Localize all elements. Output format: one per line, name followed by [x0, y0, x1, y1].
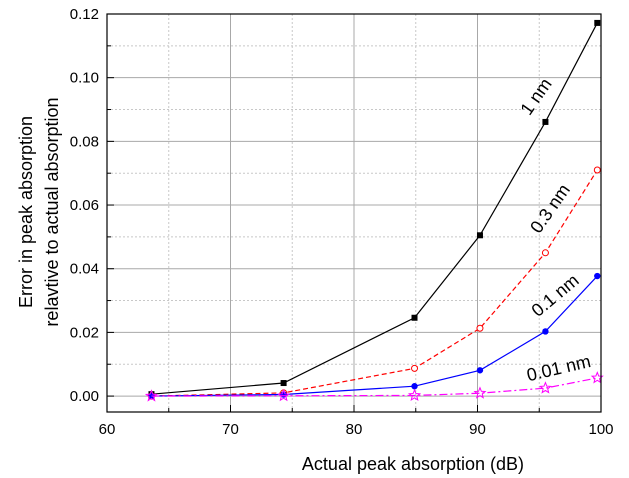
y-axis-label-line-1: Error in peak absorption — [16, 116, 36, 308]
data-point — [144, 389, 158, 402]
x-tick-label: 80 — [346, 421, 363, 438]
data-point — [407, 388, 422, 401]
data-point — [473, 386, 487, 399]
data-point — [476, 367, 484, 374]
x-axis-label: Actual peak absorption (dB) — [302, 454, 524, 474]
data-point — [541, 249, 549, 257]
data-point — [594, 19, 601, 26]
data-point — [593, 166, 601, 174]
series-line — [151, 377, 598, 397]
data-point — [594, 272, 601, 280]
y-tick-label: 0.06 — [70, 197, 99, 214]
series-group — [144, 19, 604, 402]
x-tick-label: 100 — [588, 421, 613, 438]
x-tick-label: 90 — [469, 421, 486, 438]
y-tick-label: 0.12 — [70, 6, 99, 23]
series-label-1nm: 1 nm — [516, 74, 555, 118]
grid-lines — [107, 14, 601, 412]
y-tick-label: 0.08 — [70, 133, 99, 150]
series-line — [151, 275, 598, 397]
x-tick-label: 60 — [99, 421, 116, 438]
data-point — [542, 118, 549, 125]
series-line — [151, 169, 598, 397]
data-point — [476, 232, 483, 239]
series-1-nm — [148, 19, 601, 398]
y-tick-label: 0.00 — [70, 388, 99, 405]
data-point — [538, 381, 552, 394]
series-label-0p1nm: 0.1 nm — [528, 270, 583, 321]
y-tick-label: 0.10 — [70, 70, 99, 87]
y-axis-label-line-2: relavtive to actual absorption — [42, 97, 62, 326]
data-point — [542, 328, 549, 335]
series-line — [151, 22, 598, 395]
series-label-0p3nm: 0.3 nm — [526, 180, 574, 237]
data-point — [280, 380, 287, 387]
data-point — [411, 314, 418, 321]
y-tick-label: 0.04 — [70, 261, 99, 278]
series-label-0p01nm: 0.01 nm — [525, 351, 593, 385]
y-tick-label: 0.02 — [70, 324, 99, 341]
data-point — [476, 324, 484, 332]
data-point — [277, 388, 291, 402]
data-point — [411, 364, 419, 372]
data-point — [411, 383, 418, 390]
x-tick-label: 70 — [222, 421, 239, 438]
axis-ticks: 60 70 80 90 100 0.00 0.02 0.04 0.06 0.08 0.10 0.12 — [70, 6, 614, 438]
